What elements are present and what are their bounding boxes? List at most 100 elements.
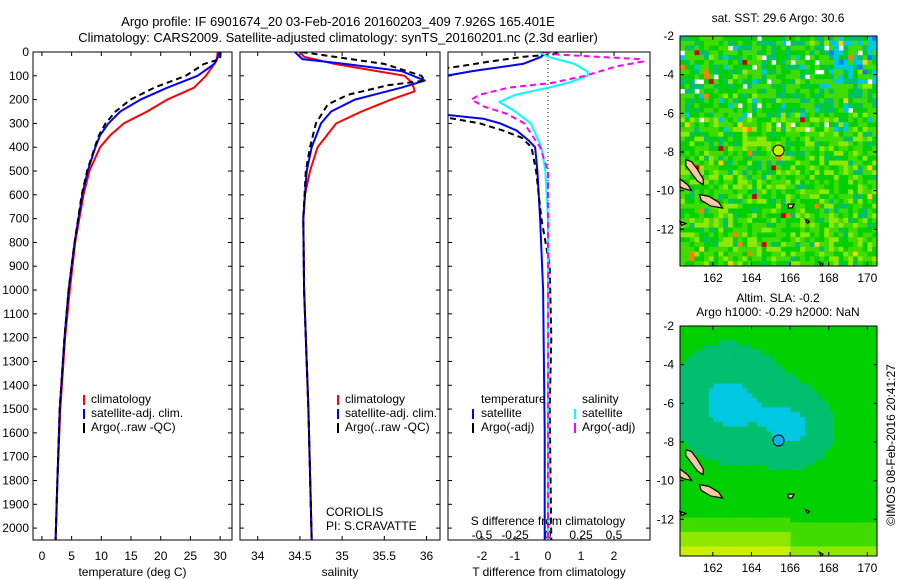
field-cell (680, 498, 686, 504)
field-cell (684, 364, 690, 370)
field-cell (752, 330, 758, 336)
field-cell (718, 498, 724, 504)
field-cell (708, 122, 715, 128)
field-cell (728, 402, 734, 408)
field-cell (704, 407, 710, 413)
field-cell (742, 131, 748, 138)
field-cell (872, 127, 878, 133)
field-cell (800, 165, 806, 171)
field-cell (742, 256, 748, 262)
field-cell (761, 426, 767, 432)
field-cell (814, 256, 820, 262)
field-cell (824, 131, 830, 138)
field-cell (718, 397, 724, 404)
field-cell (790, 83, 796, 90)
field-cell (694, 112, 700, 118)
field-cell (766, 112, 772, 118)
field-cell (747, 50, 753, 56)
field-cell (800, 174, 806, 181)
field-cell (718, 36, 724, 42)
field-cell (704, 378, 710, 384)
field-cell (785, 383, 791, 389)
field-cell (872, 335, 878, 341)
field-cell (852, 417, 859, 423)
field-cell (699, 151, 705, 157)
field-cell (828, 232, 835, 238)
field-cell (718, 503, 724, 509)
field-cell (713, 45, 719, 51)
field-cell (800, 117, 806, 123)
field-cell (699, 160, 705, 166)
field-cell (800, 222, 806, 229)
field-cell (819, 189, 825, 195)
field-cell (833, 117, 839, 123)
field-cell (708, 59, 715, 66)
field-cell (761, 393, 767, 399)
field-cell (824, 364, 830, 370)
field-cell (718, 242, 724, 248)
field-cell (699, 50, 705, 56)
field-cell (766, 246, 772, 253)
field-cell (761, 469, 767, 475)
field-cell (718, 412, 724, 418)
field-cell (848, 79, 854, 85)
field-cell (747, 364, 753, 370)
field-cell (723, 79, 729, 85)
field-cell (862, 359, 868, 365)
field-cell (732, 194, 739, 200)
field-cell (828, 79, 835, 85)
field-cell (713, 184, 719, 190)
field-cell (833, 349, 839, 356)
field-cell (838, 369, 844, 375)
field-cell (800, 412, 806, 418)
field-cell (771, 83, 777, 90)
field-cell (742, 330, 748, 336)
field-cell (761, 184, 767, 190)
field-cell (680, 441, 686, 447)
field-cell (680, 198, 686, 205)
field-cell (790, 40, 796, 46)
field-cell (708, 103, 715, 109)
field-cell (742, 378, 748, 384)
field-cell (742, 345, 748, 351)
field-cell (819, 335, 825, 341)
field-cell (824, 460, 830, 466)
field-cell (848, 512, 854, 519)
field-cell (713, 354, 719, 360)
field-cell (833, 155, 839, 161)
field-cell (708, 69, 715, 75)
field-cell (848, 397, 854, 404)
field-cell (833, 436, 839, 442)
field-cell (862, 421, 868, 428)
field-cell (708, 546, 715, 552)
field-cell (833, 36, 839, 42)
field-cell (809, 393, 815, 399)
field-cell (723, 498, 729, 504)
field-cell (766, 484, 772, 490)
field-cell (824, 527, 830, 533)
field-cell (713, 441, 719, 447)
field-cell (704, 218, 710, 224)
field-cell (732, 397, 739, 404)
field-cell (728, 378, 734, 384)
field-cell (708, 174, 715, 181)
field-cell (689, 261, 695, 267)
field-cell (737, 261, 743, 267)
field-cell (728, 203, 734, 209)
field-cell (833, 335, 839, 341)
field-cell (766, 155, 772, 161)
field-cell (756, 393, 763, 399)
field-cell (780, 141, 787, 147)
field-cell (732, 354, 739, 360)
field-cell (814, 107, 820, 114)
field-cell (828, 397, 835, 404)
field-cell (737, 112, 743, 118)
field-cell (742, 160, 748, 166)
field-cell (780, 40, 787, 46)
field-cell (732, 522, 739, 528)
field-cell (852, 261, 859, 267)
field-cell (699, 122, 705, 128)
field-cell (704, 393, 710, 399)
field-cell (833, 69, 839, 75)
y-tick-label: 400 (9, 140, 29, 154)
